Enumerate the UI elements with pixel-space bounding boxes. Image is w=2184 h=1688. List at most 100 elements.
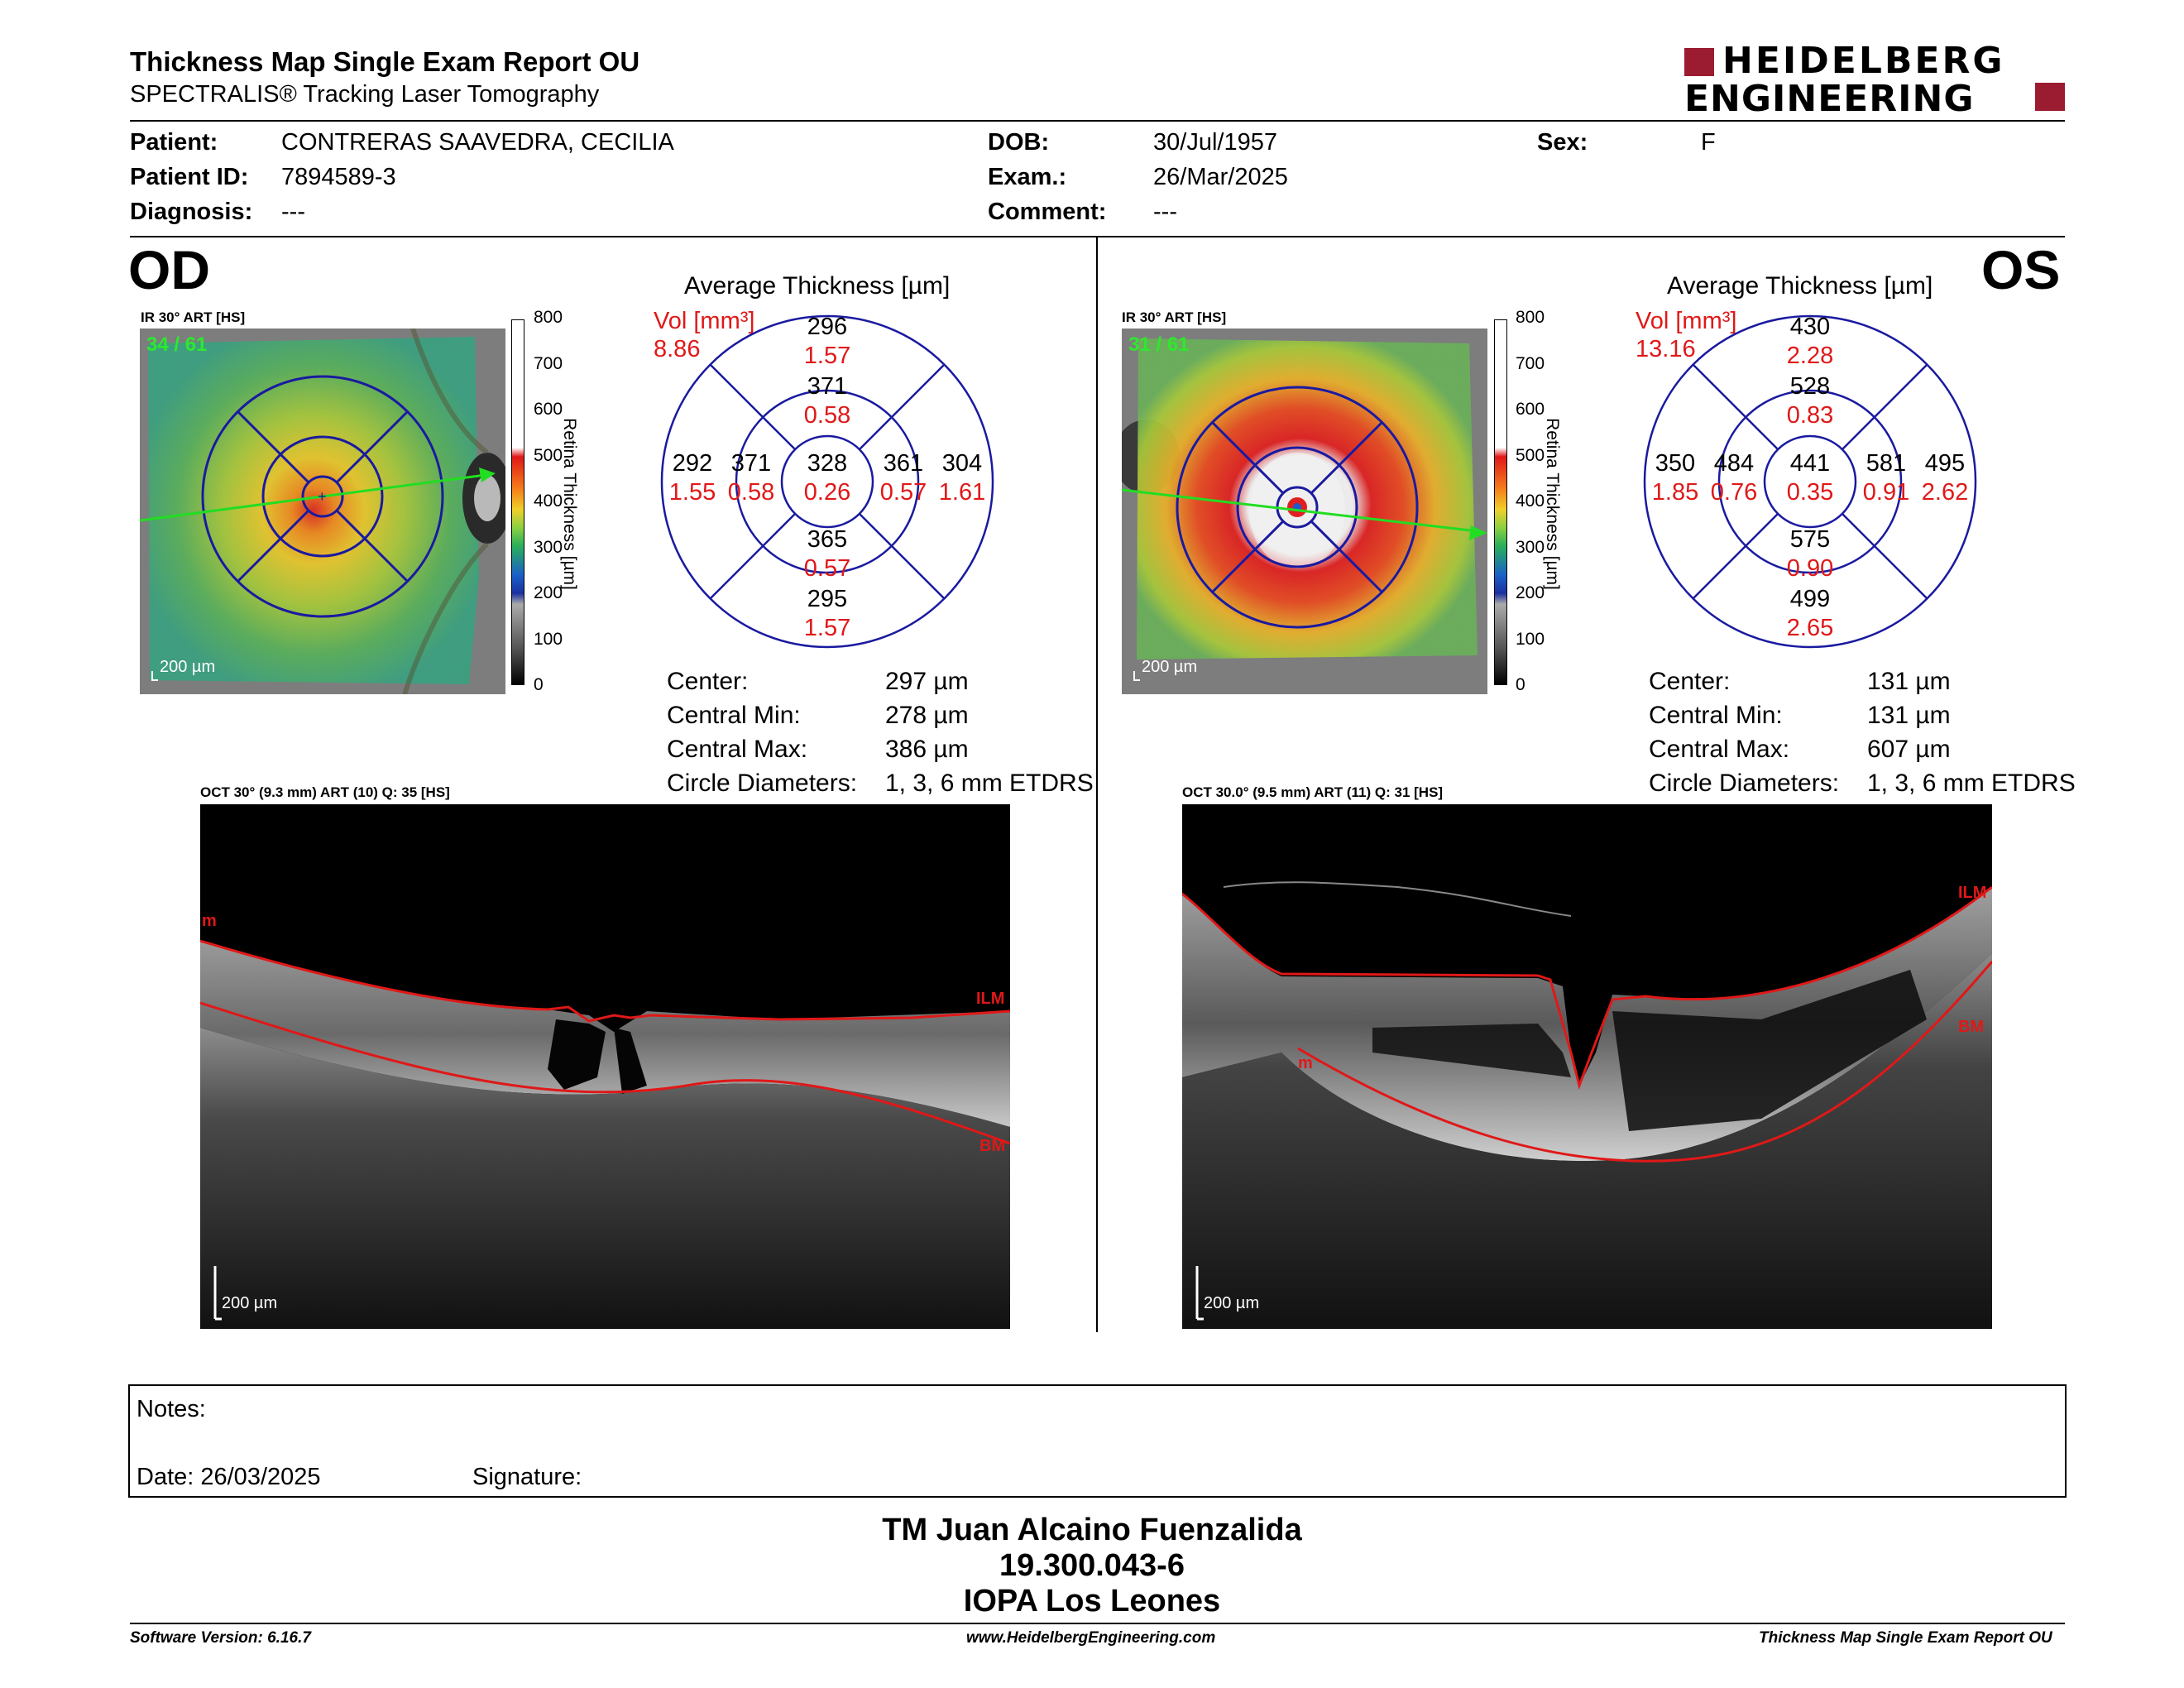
od-sector-center-volume: 0.26	[803, 479, 851, 506]
os-min-value: 131 µm	[1867, 702, 1951, 729]
od-colorbar-tick: 700	[534, 353, 563, 373]
diagnosis-label: Diagnosis:	[130, 199, 253, 225]
od-sector-temporal-outer-thickness: 292	[672, 450, 713, 477]
os-sector-temporal-inner-volume: 0.76	[1710, 479, 1758, 506]
os-eye-label: OS	[1981, 239, 2061, 300]
os-min-label: Central Min:	[1649, 702, 1783, 729]
os-colorbar-tick: 100	[1516, 629, 1545, 649]
od-oct-bscan: m ILM BM 200 µm	[200, 804, 1010, 1329]
os-sector-inferior-inner-thickness: 575	[1789, 526, 1831, 553]
os-sector-center-volume: 0.35	[1786, 479, 1834, 506]
od-sector-nasal-inner-volume: 0.57	[879, 479, 927, 506]
os-colorbar	[1494, 319, 1507, 685]
comment-value: ---	[1153, 199, 1177, 225]
od-frame-counter: 34 / 61	[146, 333, 208, 356]
od-sector-nasal-outer-thickness: 304	[941, 450, 983, 477]
od-oct-ilm-label: ILM	[976, 990, 1005, 1008]
od-sector-temporal-inner-volume: 0.58	[727, 479, 775, 506]
diagnosis-value: ---	[281, 199, 305, 225]
od-avg-title: Average Thickness [µm]	[684, 272, 951, 300]
os-colorbar-tick: 500	[1516, 445, 1545, 465]
os-colorbar-tick: 700	[1516, 353, 1545, 373]
od-eye-label: OD	[128, 239, 210, 300]
os-thickness-map: 31 / 61 200 µm	[1122, 328, 1487, 694]
os-sector-temporal-outer-volume: 1.85	[1651, 479, 1699, 506]
od-sector-inferior-inner-thickness: 365	[807, 526, 848, 553]
os-oct-ilm-label: ILM	[1958, 884, 1987, 902]
od-colorbar-tick: 300	[534, 537, 563, 557]
footer-url[interactable]: www.HeidelbergEngineering.com	[966, 1629, 1216, 1647]
os-colorbar-tick: 400	[1516, 492, 1545, 511]
patient-id: 7894589-3	[281, 164, 396, 190]
od-oct-bm-label: BM	[979, 1137, 1006, 1155]
patient-divider	[130, 236, 2065, 237]
dob-value: 30/Jul/1957	[1153, 129, 1277, 156]
od-ir-label: IR 30° ART [HS]	[141, 309, 246, 325]
od-sector-inferior-inner-volume: 0.57	[803, 555, 851, 582]
od-colorbar-title: Retina Thickness [µm]	[560, 418, 579, 590]
od-thickness-map: + 34 / 61 200 µm	[140, 328, 505, 694]
os-colorbar-tick: 200	[1516, 583, 1545, 602]
os-avg-title: Average Thickness [µm]	[1667, 272, 1933, 300]
od-colorbar-tick: 600	[534, 400, 563, 419]
od-circle-label: Circle Diameters:	[667, 770, 858, 797]
os-etdrs-grid	[1643, 314, 1977, 649]
os-max-label: Central Max:	[1649, 736, 1790, 763]
os-sector-superior-inner-thickness: 528	[1789, 373, 1831, 400]
od-sector-center-thickness: 328	[807, 450, 848, 477]
patient-label: Patient:	[130, 129, 218, 156]
sex-label: Sex:	[1537, 129, 1588, 156]
os-sector-inferior-outer-thickness: 499	[1789, 586, 1831, 612]
sex-value: F	[1701, 129, 1716, 156]
os-oct-bscan: m ILM BM 200 µm	[1182, 804, 1992, 1329]
os-sector-superior-outer-volume: 2.28	[1786, 343, 1834, 369]
os-ir-label: IR 30° ART [HS]	[1122, 309, 1227, 325]
os-colorbar-tick: 300	[1516, 537, 1545, 557]
os-frame-counter: 31 / 61	[1128, 333, 1190, 356]
od-sector-superior-outer-thickness: 296	[807, 314, 848, 340]
os-sector-temporal-outer-thickness: 350	[1655, 450, 1696, 477]
os-oct-label: OCT 30.0° (9.5 mm) ART (11) Q: 31 [HS]	[1182, 784, 1444, 800]
os-circle-label: Circle Diameters:	[1649, 770, 1840, 797]
os-center-value: 131 µm	[1867, 668, 1951, 695]
od-etdrs-grid	[660, 314, 994, 649]
signer-id: 19.300.043-6	[999, 1548, 1185, 1583]
od-center-value: 297 µm	[885, 668, 969, 695]
od-colorbar	[511, 319, 524, 685]
os-colorbar-tick: 600	[1516, 400, 1545, 419]
os-oct-bm-label: BM	[1958, 1018, 1985, 1036]
os-sector-center-thickness: 441	[1789, 450, 1831, 477]
comment-label: Comment:	[988, 199, 1107, 225]
os-sector-nasal-outer-volume: 2.62	[1921, 479, 1969, 506]
os-oct-m-label: m	[1298, 1054, 1313, 1072]
notes-box[interactable]: Notes: Date: 26/03/2025 Signature:	[128, 1384, 2067, 1498]
od-sector-nasal-outer-volume: 1.61	[938, 479, 986, 506]
od-colorbar-tick: 500	[534, 445, 563, 465]
os-circle-value: 1, 3, 6 mm ETDRS	[1867, 770, 2076, 797]
footer-report-name: Thickness Map Single Exam Report OU	[1759, 1629, 2052, 1647]
od-sector-temporal-inner-thickness: 371	[730, 450, 772, 477]
notes-date: Date: 26/03/2025	[136, 1464, 321, 1490]
report-title: Thickness Map Single Exam Report OU	[130, 46, 640, 77]
od-max-value: 386 µm	[885, 736, 969, 763]
os-sector-nasal-inner-thickness: 581	[1866, 450, 1907, 477]
os-oct-scale: 200 µm	[1204, 1294, 1260, 1312]
od-map-scale: 200 µm	[160, 658, 216, 676]
dob-label: DOB:	[988, 129, 1050, 156]
os-sector-nasal-inner-volume: 0.91	[1862, 479, 1910, 506]
signer-name: TM Juan Alcaino Fuenzalida	[882, 1513, 1302, 1547]
software-version: Software Version: 6.16.7	[130, 1629, 311, 1647]
os-colorbar-tick: 800	[1516, 308, 1545, 327]
od-center-label: Center:	[667, 668, 749, 695]
notes-signature: Signature:	[472, 1464, 582, 1490]
os-colorbar-title: Retina Thickness [µm]	[1543, 418, 1562, 590]
header-divider	[130, 120, 2065, 122]
logo-line1: HEIDELBERG	[1722, 40, 2005, 82]
od-min-label: Central Min:	[667, 702, 801, 729]
od-colorbar-tick: 0	[534, 675, 544, 694]
os-vol-label: Vol [mm³]	[1636, 308, 1737, 334]
notes-label: Notes:	[136, 1396, 206, 1422]
od-max-label: Central Max:	[667, 736, 808, 763]
os-sector-temporal-inner-thickness: 484	[1713, 450, 1755, 477]
signer-place: IOPA Los Leones	[963, 1584, 1221, 1618]
